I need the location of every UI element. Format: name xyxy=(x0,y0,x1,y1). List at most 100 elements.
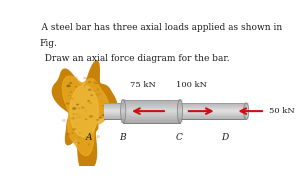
Circle shape xyxy=(72,107,77,110)
Ellipse shape xyxy=(120,116,126,117)
Circle shape xyxy=(93,80,98,83)
Bar xyxy=(123,106,180,107)
Circle shape xyxy=(81,106,85,109)
Ellipse shape xyxy=(177,115,183,116)
Ellipse shape xyxy=(243,114,249,115)
Ellipse shape xyxy=(243,111,249,112)
Ellipse shape xyxy=(243,109,249,110)
Circle shape xyxy=(100,101,103,103)
Circle shape xyxy=(75,113,79,115)
Circle shape xyxy=(72,129,75,131)
Bar xyxy=(104,108,246,109)
Bar xyxy=(123,100,180,101)
Ellipse shape xyxy=(120,114,126,115)
Circle shape xyxy=(66,133,70,135)
Ellipse shape xyxy=(120,113,126,114)
Circle shape xyxy=(81,83,82,84)
Circle shape xyxy=(77,116,81,118)
Circle shape xyxy=(91,94,93,96)
Bar xyxy=(104,115,246,116)
Ellipse shape xyxy=(120,103,126,104)
Circle shape xyxy=(86,136,89,138)
Circle shape xyxy=(92,90,96,92)
Bar xyxy=(123,115,180,116)
Ellipse shape xyxy=(243,103,249,104)
Text: A: A xyxy=(86,133,92,142)
Circle shape xyxy=(79,132,81,134)
Ellipse shape xyxy=(243,107,249,108)
Circle shape xyxy=(99,117,102,118)
Circle shape xyxy=(69,91,72,93)
Circle shape xyxy=(102,105,104,106)
Text: A steel bar has three axial loads applied as shown in: A steel bar has three axial loads applie… xyxy=(30,23,282,32)
Ellipse shape xyxy=(120,118,126,119)
Ellipse shape xyxy=(243,112,249,113)
Bar xyxy=(123,104,180,105)
Bar xyxy=(123,111,180,112)
Ellipse shape xyxy=(120,100,126,101)
Bar xyxy=(123,121,180,122)
Ellipse shape xyxy=(120,111,126,112)
Ellipse shape xyxy=(177,114,183,115)
Ellipse shape xyxy=(120,101,126,102)
Ellipse shape xyxy=(177,120,183,121)
Bar xyxy=(104,105,246,106)
Ellipse shape xyxy=(120,102,126,103)
Ellipse shape xyxy=(177,122,183,123)
Ellipse shape xyxy=(120,110,126,111)
Ellipse shape xyxy=(120,109,126,110)
Text: D: D xyxy=(221,133,228,142)
Bar xyxy=(123,107,180,108)
Polygon shape xyxy=(52,61,117,172)
Text: B: B xyxy=(119,133,125,142)
Ellipse shape xyxy=(243,108,249,109)
Bar xyxy=(104,110,246,111)
Bar xyxy=(123,109,180,110)
Circle shape xyxy=(97,137,98,138)
Circle shape xyxy=(95,93,100,96)
Ellipse shape xyxy=(120,112,126,113)
Circle shape xyxy=(88,81,91,83)
Circle shape xyxy=(78,142,80,144)
Bar xyxy=(104,104,246,105)
Ellipse shape xyxy=(243,109,249,110)
Circle shape xyxy=(88,143,89,144)
Ellipse shape xyxy=(177,101,183,102)
Circle shape xyxy=(96,88,100,90)
Circle shape xyxy=(64,104,65,105)
Bar xyxy=(123,122,180,123)
Ellipse shape xyxy=(177,103,183,104)
Bar xyxy=(104,113,246,114)
Bar xyxy=(104,109,246,110)
Ellipse shape xyxy=(120,115,126,116)
Circle shape xyxy=(67,137,70,139)
Bar xyxy=(104,106,246,107)
Ellipse shape xyxy=(243,104,249,105)
Circle shape xyxy=(88,144,91,145)
Bar xyxy=(123,113,180,114)
Text: 100 kN: 100 kN xyxy=(176,81,207,89)
Bar xyxy=(123,119,180,120)
Bar xyxy=(123,112,180,113)
Circle shape xyxy=(78,108,80,109)
Ellipse shape xyxy=(177,102,183,103)
Bar xyxy=(123,105,180,106)
Bar xyxy=(123,101,180,102)
Ellipse shape xyxy=(177,118,183,119)
Circle shape xyxy=(75,86,77,87)
Ellipse shape xyxy=(120,117,126,118)
Ellipse shape xyxy=(177,111,183,112)
Circle shape xyxy=(68,95,70,96)
Bar xyxy=(104,107,246,108)
Circle shape xyxy=(70,97,74,100)
Circle shape xyxy=(71,132,74,134)
Ellipse shape xyxy=(120,117,126,118)
Ellipse shape xyxy=(120,107,126,108)
Circle shape xyxy=(76,104,79,105)
Text: 50 kN: 50 kN xyxy=(269,107,294,115)
Ellipse shape xyxy=(243,113,249,114)
Circle shape xyxy=(85,118,87,120)
Circle shape xyxy=(88,102,92,104)
Circle shape xyxy=(73,128,77,130)
Circle shape xyxy=(96,119,99,121)
